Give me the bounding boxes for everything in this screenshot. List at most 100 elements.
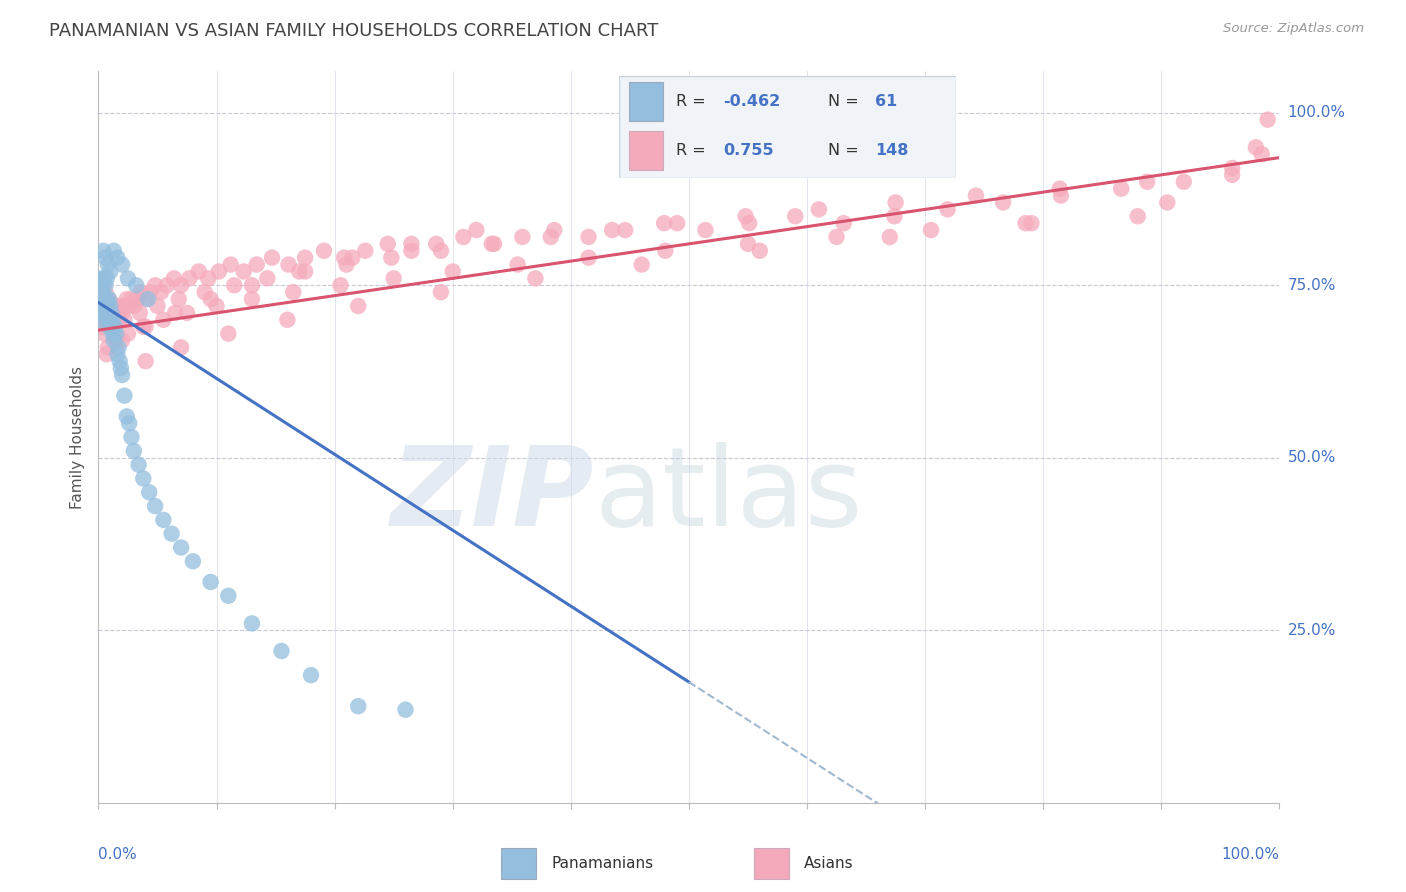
Point — [105, 347, 128, 361]
Point — [652, 216, 675, 230]
Text: R =: R = — [676, 94, 711, 109]
Point — [103, 244, 125, 258]
Point — [165, 306, 187, 320]
Point — [128, 458, 150, 472]
Text: N =: N = — [828, 144, 863, 158]
Point — [176, 306, 198, 320]
Point — [232, 264, 254, 278]
Point — [135, 354, 157, 368]
Point — [540, 230, 562, 244]
Point — [1220, 168, 1243, 182]
Point — [94, 278, 117, 293]
Point — [91, 292, 114, 306]
Point — [105, 326, 128, 341]
Point — [103, 306, 125, 320]
Text: 100.0%: 100.0% — [1222, 847, 1279, 862]
Point — [111, 306, 134, 320]
Point — [98, 292, 121, 306]
Point — [807, 202, 830, 217]
Point — [785, 209, 807, 223]
Point — [97, 306, 120, 320]
Point — [129, 285, 152, 300]
Point — [143, 499, 166, 513]
Point — [97, 299, 120, 313]
Point — [342, 251, 364, 265]
Point — [115, 292, 138, 306]
Point — [884, 195, 907, 210]
Point — [112, 312, 135, 326]
Point — [734, 209, 756, 223]
Point — [110, 299, 132, 313]
Point — [1050, 188, 1073, 202]
Point — [283, 285, 305, 300]
Point — [117, 326, 139, 341]
Point — [217, 589, 239, 603]
Point — [347, 299, 370, 313]
Text: PANAMANIAN VS ASIAN FAMILY HOUSEHOLDS CORRELATION CHART: PANAMANIAN VS ASIAN FAMILY HOUSEHOLDS CO… — [49, 22, 658, 40]
Point — [482, 236, 505, 251]
Point — [118, 299, 141, 313]
FancyBboxPatch shape — [754, 848, 789, 879]
Point — [110, 361, 132, 376]
Point — [506, 258, 529, 272]
Point — [333, 251, 356, 265]
Point — [1021, 216, 1043, 230]
Point — [194, 285, 217, 300]
Point — [91, 285, 114, 300]
Text: atlas: atlas — [595, 442, 863, 549]
Point — [294, 251, 316, 265]
Point — [543, 223, 565, 237]
Point — [96, 312, 118, 326]
Point — [1244, 140, 1267, 154]
Point — [666, 216, 689, 230]
Point — [122, 443, 145, 458]
Point — [100, 299, 122, 313]
Point — [883, 209, 905, 223]
Point — [453, 230, 475, 244]
Point — [100, 319, 122, 334]
Point — [91, 306, 114, 320]
Point — [401, 244, 423, 258]
Point — [132, 319, 155, 334]
Point — [98, 306, 121, 320]
Point — [150, 285, 173, 300]
Point — [240, 616, 263, 631]
Point — [1220, 161, 1243, 175]
Point — [179, 271, 201, 285]
Point — [299, 668, 322, 682]
Point — [117, 271, 139, 285]
Point — [825, 230, 848, 244]
Point — [107, 306, 129, 320]
Point — [270, 644, 292, 658]
Point — [98, 292, 121, 306]
Point — [105, 306, 128, 320]
Point — [93, 299, 115, 313]
Point — [401, 236, 423, 251]
Point — [394, 703, 416, 717]
Point — [125, 278, 148, 293]
Text: 148: 148 — [875, 144, 908, 158]
Point — [98, 299, 121, 313]
Point — [111, 334, 134, 348]
Point — [200, 292, 222, 306]
Point — [936, 202, 959, 217]
Point — [105, 334, 128, 348]
Point — [105, 251, 128, 265]
Text: 0.0%: 0.0% — [98, 847, 138, 862]
Point — [89, 312, 111, 326]
Point — [94, 251, 117, 265]
Point — [127, 292, 149, 306]
Point — [90, 299, 112, 313]
Text: 61: 61 — [875, 94, 897, 109]
Point — [524, 271, 547, 285]
Point — [101, 312, 124, 326]
Point — [139, 285, 162, 300]
Point — [354, 244, 377, 258]
Point — [256, 271, 278, 285]
Point — [1136, 175, 1159, 189]
Point — [600, 223, 623, 237]
Point — [91, 278, 114, 293]
Point — [991, 195, 1014, 210]
Point — [118, 417, 141, 431]
Point — [738, 216, 761, 230]
